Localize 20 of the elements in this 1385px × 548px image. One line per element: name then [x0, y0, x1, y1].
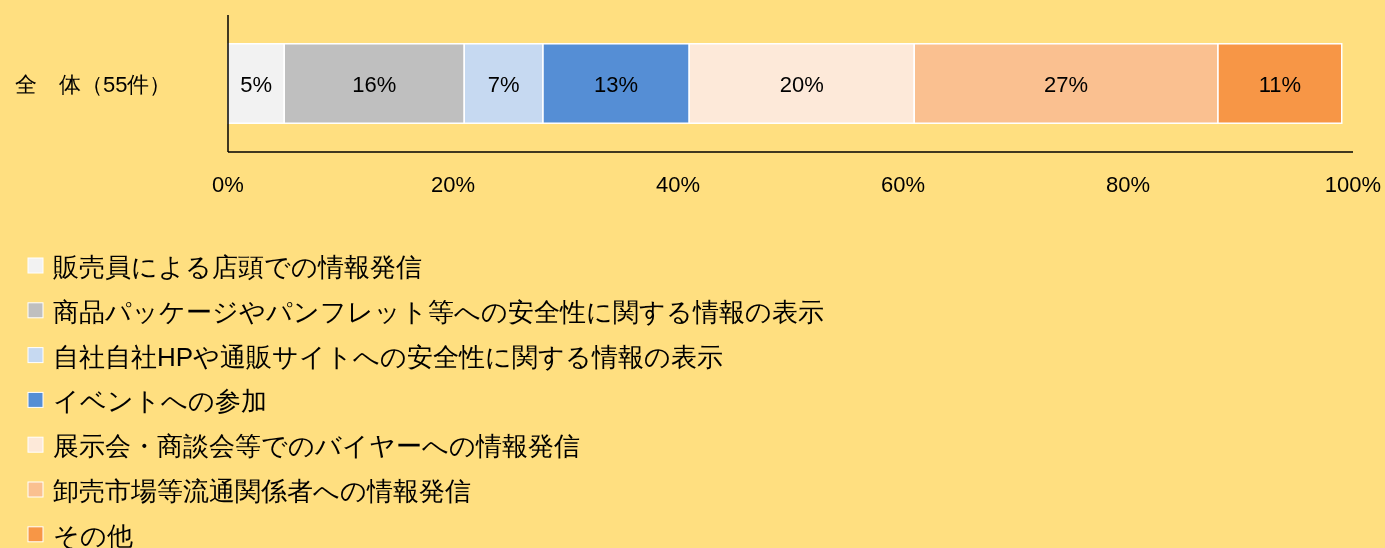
legend-label: 自社自社HPや通販サイトへの安全性に関する情報の表示: [53, 341, 724, 372]
legend-label: イベントへの参加: [53, 386, 267, 417]
data-label: 11%: [1258, 71, 1302, 97]
x-tick-label: 60%: [880, 172, 926, 197]
legend-label: 卸売市場等流通関係者への情報発信: [53, 476, 471, 506]
x-tick-label: 20%: [430, 172, 476, 197]
legend-label: 商品パッケージやパンフレット等への安全性に関する情報の表示: [53, 296, 824, 327]
x-tick-label: 40%: [655, 172, 701, 197]
x-tick-label: 100%: [1324, 172, 1382, 197]
y-tick-label: 全 体（55件）: [15, 71, 172, 97]
data-label: 16%: [352, 71, 397, 97]
legend-label: 販売員による店頭での情報発信: [53, 252, 422, 282]
data-label: 27%: [1044, 71, 1089, 97]
x-tick-label: 80%: [1105, 172, 1151, 197]
x-tick-label: 0%: [212, 172, 244, 197]
data-label: 20%: [779, 71, 824, 97]
data-label: 5%: [240, 71, 273, 97]
data-label: 13%: [594, 71, 639, 97]
legend-label: 展示会・商談会等でのバイヤーへの情報発信: [53, 431, 580, 462]
data-label: 7%: [487, 71, 520, 97]
